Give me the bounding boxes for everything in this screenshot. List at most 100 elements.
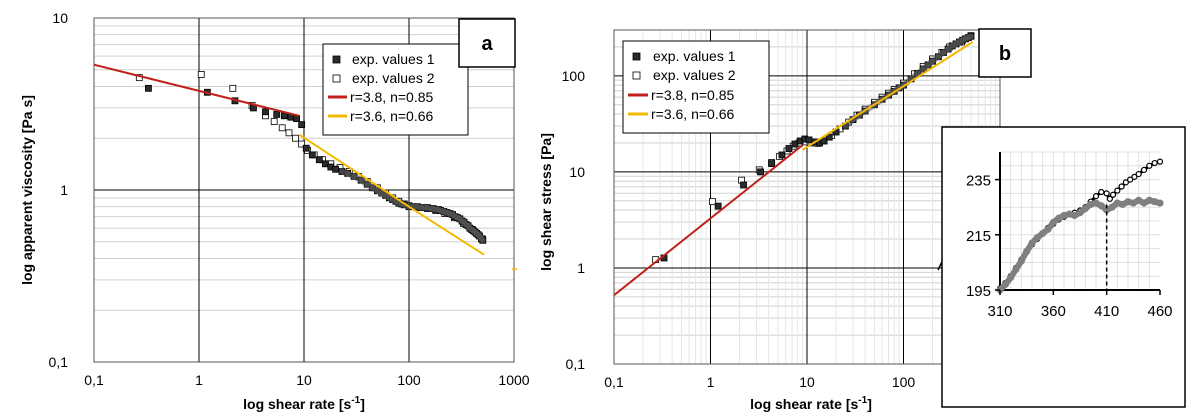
inset-x-tick-label: 460 (1147, 303, 1172, 320)
legend-label: r=3.8, n=0.85 (350, 89, 434, 105)
data-point-exp2 (285, 129, 293, 137)
fit-line-fit_red (613, 144, 804, 296)
data-point-exp1 (280, 112, 288, 120)
data-point-exp1 (315, 156, 323, 164)
inset-x-tick-label: 410 (1094, 303, 1119, 320)
inset-data-point (1007, 273, 1015, 282)
data-trail-exp1 (965, 33, 974, 41)
inset-data-point (1127, 176, 1134, 183)
y-tick-label: 1 (577, 260, 585, 276)
data-point-exp1 (714, 202, 722, 210)
y-tick-label: 10 (52, 10, 68, 26)
panel-b-y-axis-title: log shear stress [Pa] (538, 133, 554, 271)
inset-tick-labels: 310 360 410 460 195 215 235 (966, 173, 1173, 320)
data-point-exp2 (278, 124, 286, 132)
data-point-exp1 (308, 151, 316, 159)
data-point-exp2 (229, 84, 237, 92)
inset-series (996, 158, 1164, 294)
inset-data-point (1146, 162, 1153, 169)
data-point-exp2 (270, 118, 278, 125)
inset-data-point (1114, 187, 1121, 194)
inset-data-point (1106, 195, 1113, 203)
x-tick-label: 1 (707, 374, 715, 390)
data-point-exp1 (785, 145, 793, 152)
inset-data-point (1118, 183, 1125, 190)
data-point-exp1 (302, 144, 310, 152)
x-tick-label: 0,1 (84, 372, 104, 388)
y-tick-label: 100 (562, 68, 586, 84)
panel-a-series (93, 63, 487, 256)
panel-b-inset: 310 360 410 460 195 215 235 (941, 126, 1186, 408)
inset-y-tick-label: 195 (966, 283, 991, 300)
data-point-exp1 (740, 181, 747, 189)
legend-label: exp. values 1 (352, 51, 435, 67)
panel-a-plot-frame (93, 17, 515, 363)
inset-data-point (1049, 218, 1057, 226)
fit-line-fit_yellow (802, 41, 974, 151)
legend-label: exp. values 2 (352, 70, 435, 86)
x-tick-label: 1000 (498, 372, 529, 388)
inset-data-point (1039, 229, 1047, 238)
data-point-exp2 (292, 134, 299, 142)
data-point-exp2 (197, 70, 205, 78)
panel-a-label-box: a (458, 18, 516, 68)
inset-data-point (1071, 211, 1079, 220)
legend-marker-filled-icon (332, 55, 341, 64)
data-point-exp1 (805, 136, 813, 144)
data-point-exp1 (820, 137, 828, 145)
data-point-exp1 (778, 151, 786, 159)
inset-data-point (1109, 191, 1117, 198)
inset-data-point (1140, 199, 1148, 207)
inset-data-point (1092, 199, 1100, 207)
data-point-exp1 (145, 84, 152, 92)
inset-data-point (1055, 214, 1063, 222)
inset-y-tick-label: 235 (966, 173, 991, 190)
panel-b-letter: b (999, 43, 1011, 65)
inset-data-point (1012, 265, 1020, 273)
inset-data-point (1103, 190, 1110, 197)
inset-data-point (1108, 203, 1116, 211)
legend-label: r=3.8, n=0.85 (651, 87, 735, 103)
legend-marker-open-icon (332, 74, 341, 83)
x-tick-label: 1 (195, 372, 203, 388)
panel-b-label-box: b (978, 28, 1032, 78)
data-point-exp2 (709, 198, 716, 206)
panel-b-letter-frame (978, 28, 1032, 78)
inset-data-point (1135, 170, 1142, 178)
data-point-exp1 (298, 121, 306, 129)
panel-b-legend-box (622, 40, 770, 134)
inset-data-point (1098, 188, 1105, 196)
inset-data-point (1119, 200, 1127, 209)
fit-line-fit_red (93, 63, 300, 117)
legend-label: r=3.6, n=0.66 (651, 106, 735, 122)
y-tick-label: 10 (569, 164, 585, 180)
panel-a-y-axis-title: log apparent viscosity [Pa s] (19, 95, 35, 285)
panel-b-series (613, 32, 975, 296)
inset-data-point (1076, 209, 1084, 217)
data-point-exp1 (273, 111, 281, 118)
inset-data-point (1001, 280, 1009, 289)
panel-b-legend: exp. values 1 exp. values 2 r=3.8, n=0.8… (622, 40, 770, 134)
inset-y-tick-label: 215 (966, 228, 991, 245)
inset-data-point (1131, 173, 1138, 180)
panel-a-letter-frame (458, 18, 516, 68)
inset-x-tick-label: 310 (987, 303, 1012, 320)
inset-data-point (1156, 199, 1164, 207)
inset-data-point (1122, 179, 1129, 186)
data-point-exp1 (757, 168, 764, 176)
panel-a-letter: a (481, 33, 493, 55)
inset-data-point (1081, 204, 1089, 213)
data-point-exp1 (262, 108, 269, 116)
panel-a-tick-labels: 0,1 1 10 100 1000 0,1 1 10 (49, 10, 530, 388)
y-tick-label: 0,1 (49, 354, 69, 370)
inset-data-point (1023, 247, 1031, 255)
data-point-exp1 (768, 160, 776, 167)
inset-data-point (1017, 257, 1025, 265)
panel-a-x-axis-title: log shear rate [s-1] (243, 395, 365, 412)
x-tick-label: 0,1 (604, 374, 624, 390)
legend-marker-filled-icon (632, 52, 641, 61)
